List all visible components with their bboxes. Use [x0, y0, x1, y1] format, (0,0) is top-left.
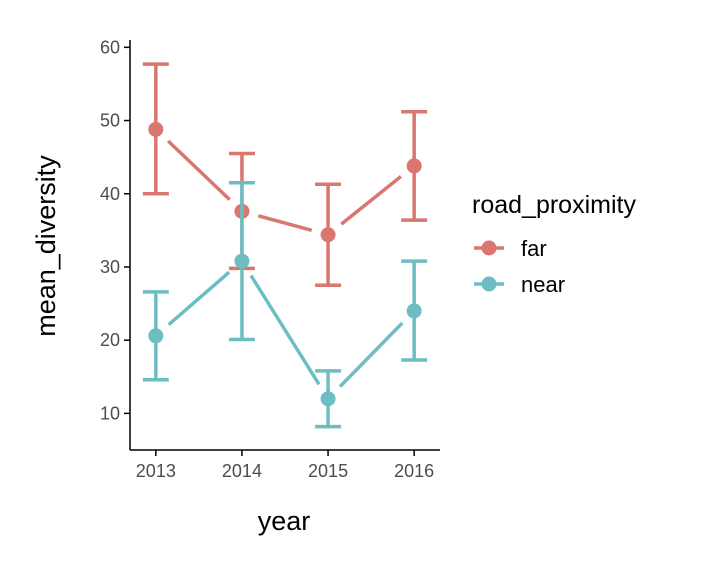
plot-area: 10 20 30 40 50 60 2013 2014 2015 2016 [100, 37, 440, 481]
series-far [142, 62, 428, 288]
y-tick-label: 40 [100, 184, 120, 204]
x-axis-title: year [258, 506, 311, 536]
data-point [406, 158, 422, 174]
y-axis-ticks: 10 20 30 40 50 60 [100, 37, 130, 423]
data-point [320, 391, 336, 407]
x-tick-label: 2016 [394, 461, 434, 481]
series-line-segment [166, 139, 231, 201]
series-near [142, 181, 428, 429]
y-tick-label: 30 [100, 257, 120, 277]
legend-item-near: near [474, 272, 565, 297]
legend-key-point [481, 276, 497, 292]
y-tick-label: 20 [100, 330, 120, 350]
data-point [406, 303, 422, 319]
legend-items: far near [474, 236, 565, 297]
series-line-segment [338, 321, 404, 388]
series-line-segment [249, 274, 321, 386]
x-tick-label: 2013 [136, 461, 176, 481]
x-axis-ticks: 2013 2014 2015 2016 [136, 450, 434, 481]
legend-label: near [521, 272, 565, 297]
data-point [234, 253, 250, 269]
legend-label: far [521, 236, 547, 261]
series-layer [142, 62, 428, 429]
data-point [148, 121, 164, 137]
y-tick-label: 60 [100, 37, 120, 57]
legend-title: road_proximity [472, 191, 636, 219]
series-line-segment [167, 270, 231, 326]
y-axis-title: mean_diversity [31, 155, 61, 337]
legend: road_proximity far near [472, 191, 636, 297]
legend-item-far: far [474, 236, 547, 261]
x-tick-label: 2014 [222, 461, 262, 481]
y-tick-label: 50 [100, 111, 120, 131]
x-tick-label: 2015 [308, 461, 348, 481]
data-point [148, 328, 164, 344]
series-line-segment [340, 175, 402, 226]
series-line-segment [257, 214, 313, 232]
data-point [320, 227, 336, 243]
legend-key-point [481, 240, 497, 256]
y-tick-label: 10 [100, 403, 120, 423]
